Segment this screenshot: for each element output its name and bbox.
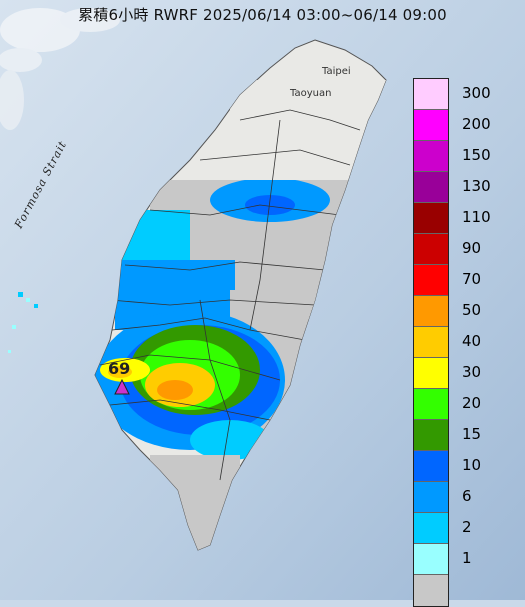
legend-label: 150 bbox=[462, 146, 491, 164]
county-boundaries bbox=[99, 109, 361, 481]
legend-swatch bbox=[414, 575, 448, 606]
map-title: 累積6小時 RWRF 2025/06/14 03:00~06/14 09:00 bbox=[78, 6, 447, 24]
legend-label: 90 bbox=[462, 239, 482, 257]
legend-label: 40 bbox=[462, 332, 482, 350]
legend-label: 300 bbox=[462, 84, 491, 102]
legend-swatch bbox=[414, 79, 448, 110]
legend-swatch bbox=[414, 141, 448, 172]
legend-label: 130 bbox=[462, 177, 491, 195]
legend-swatch bbox=[414, 544, 448, 575]
triangle-icon bbox=[114, 378, 130, 395]
legend-label: 110 bbox=[462, 208, 491, 226]
legend-swatch bbox=[414, 513, 448, 544]
legend-swatch bbox=[414, 110, 448, 141]
legend-label: 10 bbox=[462, 456, 482, 474]
color-legend bbox=[413, 78, 449, 607]
max-value-label: 69 bbox=[108, 359, 131, 378]
legend-label: 30 bbox=[462, 363, 482, 381]
place-taoyuan: Taoyuan bbox=[290, 88, 332, 99]
offshore-echoes bbox=[8, 292, 38, 353]
legend-label: 2 bbox=[462, 518, 472, 536]
legend-swatch bbox=[414, 265, 448, 296]
legend-label: 50 bbox=[462, 301, 482, 319]
legend-label: 20 bbox=[462, 394, 482, 412]
legend-label bbox=[462, 574, 522, 605]
legend-swatch bbox=[414, 389, 448, 420]
legend-swatch bbox=[414, 482, 448, 513]
legend-swatch bbox=[414, 296, 448, 327]
legend-label: 70 bbox=[462, 270, 482, 288]
legend-swatch bbox=[414, 172, 448, 203]
legend-labels: 300 200 150 130 110 90 70 50 40 30 20 15 10 6 2 1 bbox=[462, 78, 522, 605]
legend-swatch bbox=[414, 327, 448, 358]
legend-label: 15 bbox=[462, 425, 482, 443]
legend-label: 200 bbox=[462, 115, 491, 133]
cloud-cover bbox=[0, 8, 120, 130]
legend-label: 1 bbox=[462, 549, 472, 567]
legend-swatch bbox=[414, 234, 448, 265]
legend-label: 6 bbox=[462, 487, 472, 505]
legend-swatch bbox=[414, 420, 448, 451]
place-taipei: Taipei bbox=[322, 66, 351, 77]
legend-swatch bbox=[414, 358, 448, 389]
legend-swatch bbox=[414, 451, 448, 482]
legend-swatch bbox=[414, 203, 448, 234]
rainfall-overlay bbox=[95, 80, 386, 550]
